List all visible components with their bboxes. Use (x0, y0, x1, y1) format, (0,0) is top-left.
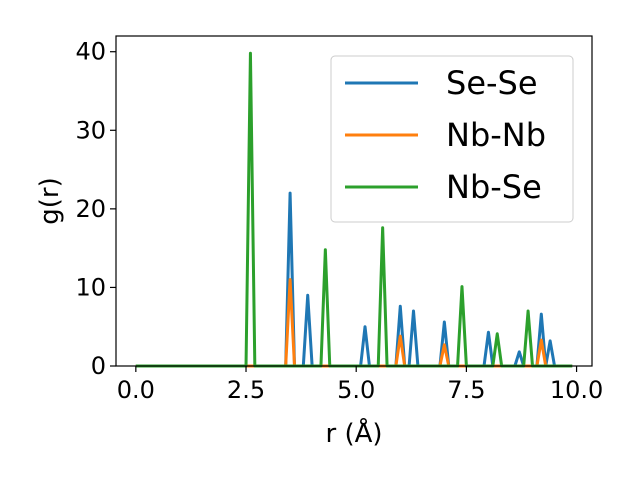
y-tick-label: 10 (75, 273, 106, 301)
legend-label-nb-nb: Nb-Nb (446, 116, 546, 154)
y-axis-label: g(r) (35, 177, 65, 224)
y-tick-label: 0 (91, 352, 106, 380)
y-tick-label: 40 (75, 38, 106, 66)
x-tick-label: 2.5 (227, 376, 265, 404)
x-tick-label: 7.5 (447, 376, 485, 404)
x-tick-label: 0.0 (117, 376, 155, 404)
legend: Se-Se Nb-Nb Nb-Se (330, 55, 574, 223)
x-tick-label: 10.0 (550, 376, 603, 404)
ticks-layer: 0.0 2.5 5.0 7.5 10.0 0 10 20 30 40 (75, 38, 603, 404)
x-tick-label: 5.0 (337, 376, 375, 404)
legend-box (330, 55, 574, 223)
axes-frame (115, 35, 593, 367)
y-tick-label: 20 (75, 195, 106, 223)
y-tick-label: 30 (75, 116, 106, 144)
axes-layer (115, 35, 593, 367)
x-axis-label: r (Å) (325, 417, 382, 449)
legend-label-se-se: Se-Se (446, 64, 538, 102)
legend-label-nb-se: Nb-Se (446, 168, 542, 206)
